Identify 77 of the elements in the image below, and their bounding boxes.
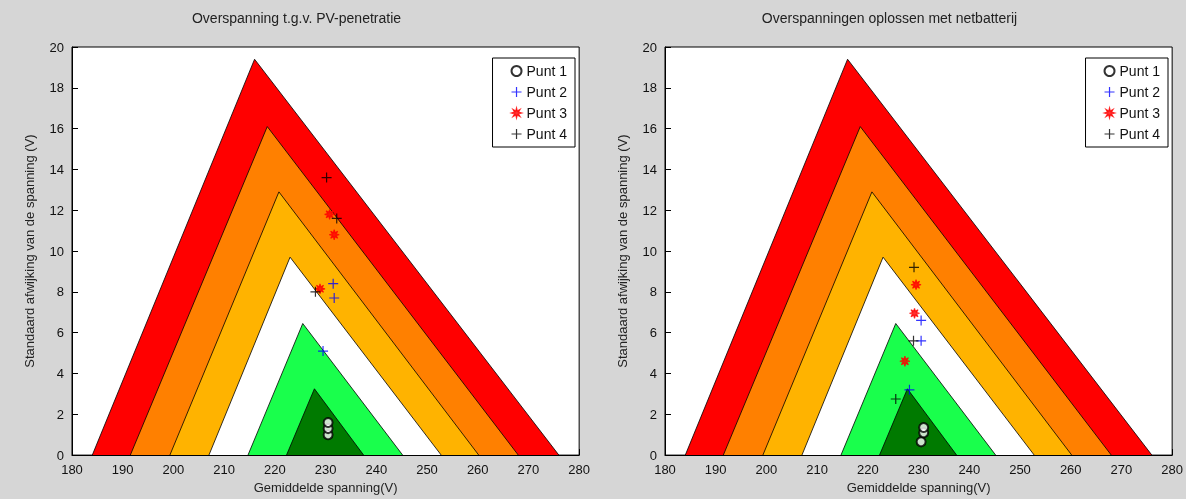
point xyxy=(899,355,911,367)
point xyxy=(908,261,920,273)
point xyxy=(903,384,916,396)
point xyxy=(320,171,333,184)
point xyxy=(327,278,339,290)
x-tick-label: 250 xyxy=(1009,462,1031,478)
x-tick-label: 280 xyxy=(1161,462,1184,478)
point xyxy=(328,229,340,241)
x-tick-label: 230 xyxy=(314,462,337,478)
y-tick-label: 14 xyxy=(49,161,64,177)
x-tick-label: 210 xyxy=(213,462,235,478)
legend-label: Punt 4 xyxy=(1119,126,1161,142)
x-tick-label: 260 xyxy=(1059,462,1082,478)
y-tick-label: 10 xyxy=(49,243,64,259)
x-tick-label: 210 xyxy=(806,462,828,478)
y-tick-label: 2 xyxy=(649,406,657,422)
y-axis-title: Standaard afwijking van de spanning (V) xyxy=(615,134,630,368)
x-tick-label: 240 xyxy=(365,462,388,478)
y-tick-label: 6 xyxy=(649,325,657,341)
y-tick-label: 10 xyxy=(642,243,657,259)
x-tick-label: 270 xyxy=(517,462,540,478)
y-tick-label: 4 xyxy=(649,365,657,381)
point xyxy=(324,208,336,220)
y-tick-label: 2 xyxy=(56,406,64,422)
x-tick-label: 240 xyxy=(958,462,981,478)
point xyxy=(907,335,920,347)
x-tick-label: 200 xyxy=(162,462,185,478)
point xyxy=(918,422,930,434)
point xyxy=(317,345,329,357)
point xyxy=(915,314,927,327)
x-axis-title: Gemiddelde spanning(V) xyxy=(253,480,398,495)
chart-title: Overspanning t.g.v. PV-penetratie xyxy=(191,10,402,26)
legend-label: Punt 3 xyxy=(1119,105,1161,121)
legend-label: Punt 1 xyxy=(1119,63,1161,79)
y-tick-label: 4 xyxy=(56,365,64,381)
x-tick-label: 250 xyxy=(416,462,438,478)
y-tick-label: 8 xyxy=(56,284,64,300)
y-tick-label: 16 xyxy=(642,121,657,137)
x-tick-label: 260 xyxy=(466,462,489,478)
point xyxy=(915,436,927,448)
point xyxy=(910,279,922,291)
legend-label: Punt 4 xyxy=(526,126,568,142)
y-tick-label: 0 xyxy=(649,447,657,463)
point xyxy=(309,286,322,298)
x-tick-label: 220 xyxy=(857,462,879,478)
x-tick-label: 190 xyxy=(704,462,727,478)
x-axis-title: Gemiddelde spanning(V) xyxy=(846,480,991,495)
chart-title: Overspanningen oplossen met netbatterij xyxy=(761,10,1018,26)
y-tick-label: 0 xyxy=(56,447,64,463)
y-tick-label: 20 xyxy=(49,39,64,55)
legend-label: Punt 3 xyxy=(526,105,568,121)
y-tick-label: 14 xyxy=(642,161,657,177)
legend-label: Punt 1 xyxy=(526,63,568,79)
point xyxy=(328,292,340,304)
x-tick-label: 230 xyxy=(907,462,930,478)
x-tick-label: 220 xyxy=(264,462,286,478)
y-axis-title: Standaard afwijking van de spanning (V) xyxy=(22,134,37,368)
x-tick-label: 180 xyxy=(61,462,83,478)
legend-label: Punt 2 xyxy=(1119,84,1161,100)
y-tick-label: 18 xyxy=(49,80,64,96)
x-tick-label: 200 xyxy=(755,462,778,478)
y-tick-label: 6 xyxy=(56,325,64,341)
y-tick-label: 20 xyxy=(642,39,657,55)
point xyxy=(331,212,343,224)
legend-label: Punt 2 xyxy=(526,84,568,100)
y-tick-label: 12 xyxy=(49,202,64,218)
x-tick-label: 180 xyxy=(654,462,676,478)
x-tick-label: 280 xyxy=(568,462,591,478)
y-tick-label: 18 xyxy=(642,80,657,96)
y-tick-label: 16 xyxy=(49,121,64,137)
y-tick-label: 8 xyxy=(649,284,657,300)
point xyxy=(322,416,334,428)
x-tick-label: 270 xyxy=(1110,462,1133,478)
y-tick-label: 12 xyxy=(642,202,657,218)
point xyxy=(908,307,921,319)
point xyxy=(890,393,902,405)
x-tick-label: 190 xyxy=(111,462,134,478)
